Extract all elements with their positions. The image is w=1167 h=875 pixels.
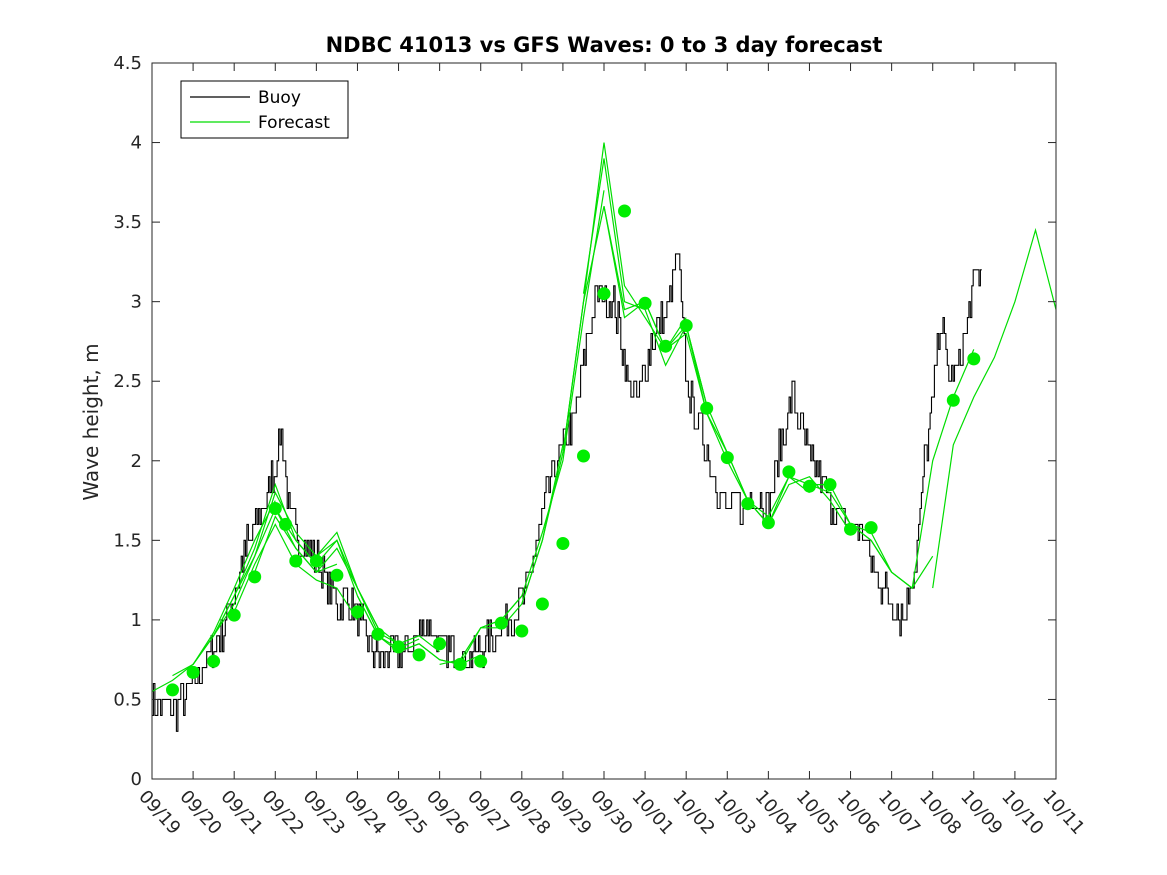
forecast-marker — [638, 296, 652, 310]
plot-area — [152, 63, 1056, 779]
forecast-marker — [433, 637, 447, 651]
forecast-marker — [844, 522, 857, 536]
forecast-marker — [453, 657, 467, 671]
y-tick-label: 0 — [131, 769, 142, 790]
chart-title: NDBC 41013 vs GFS Waves: 0 to 3 day fore… — [326, 33, 883, 57]
forecast-marker — [803, 479, 816, 493]
forecast-marker — [946, 393, 960, 407]
forecast-marker — [823, 478, 837, 492]
forecast-marker — [186, 665, 200, 679]
forecast-marker — [248, 570, 262, 584]
y-tick-label: 4 — [131, 133, 142, 154]
forecast-marker — [720, 451, 734, 465]
y-tick-label: 4.5 — [113, 53, 142, 74]
y-tick-label: 3.5 — [113, 212, 142, 233]
data-layer — [152, 142, 1056, 732]
forecast-marker — [556, 537, 570, 550]
forecast-run-line-23 — [932, 227, 1056, 589]
forecast-marker — [597, 287, 611, 301]
forecast-marker — [309, 554, 323, 568]
forecast-marker — [371, 627, 385, 641]
y-tick-label: 0.5 — [113, 689, 142, 710]
forecast-marker — [289, 554, 303, 568]
legend-box — [180, 80, 349, 139]
forecast-marker — [700, 401, 714, 415]
forecast-marker — [494, 616, 508, 630]
forecast-marker — [967, 352, 981, 366]
forecast-marker — [535, 597, 549, 611]
forecast-marker — [351, 605, 364, 619]
forecast-marker — [166, 683, 179, 697]
forecast-marker — [330, 568, 344, 582]
legend: Buoy Forecast — [180, 80, 349, 139]
y-axis-label: Wave height, m — [79, 343, 103, 500]
y-tick-label: 3 — [131, 292, 142, 313]
forecast-marker — [761, 516, 775, 530]
forecast-marker — [412, 648, 426, 662]
forecast-marker — [782, 465, 796, 479]
forecast-run-line-0 — [152, 500, 276, 693]
y-tick-label: 2.5 — [113, 371, 142, 392]
forecast-marker — [392, 640, 405, 654]
forecast-marker — [268, 502, 282, 515]
forecast-marker — [659, 339, 673, 353]
y-tick-label: 1 — [131, 610, 142, 631]
y-tick-label: 1.5 — [113, 530, 142, 551]
forecast-marker — [741, 497, 755, 511]
legend-buoy-label: Buoy — [258, 88, 301, 108]
forecast-marker — [577, 449, 590, 463]
y-tick-label: 2 — [131, 451, 142, 472]
forecast-marker — [679, 319, 693, 332]
forecast-marker — [864, 521, 878, 535]
forecast-marker — [279, 517, 292, 531]
forecast-marker — [618, 204, 631, 218]
forecast-marker — [207, 654, 221, 668]
forecast-marker — [474, 654, 488, 668]
forecast-marker — [515, 624, 529, 638]
forecast-marker — [227, 608, 241, 622]
legend-forecast-label: Forecast — [258, 113, 330, 133]
